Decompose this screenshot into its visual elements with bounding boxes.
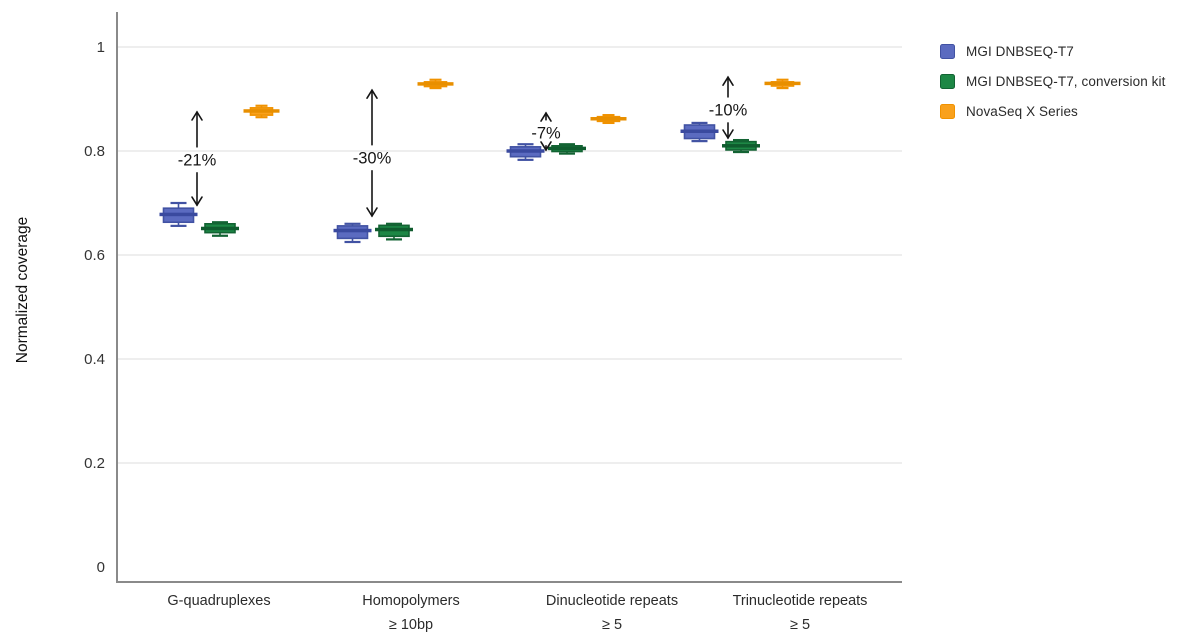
boxplot-box (548, 143, 586, 155)
arrowhead-up (366, 88, 378, 99)
legend-swatch-icon (940, 44, 955, 59)
arrowhead-down (366, 207, 378, 218)
legend-label: MGI DNBSEQ-T7, conversion kit (966, 74, 1166, 89)
boxplot-box (722, 138, 760, 154)
legend-swatch-icon (940, 74, 955, 89)
legend-label: MGI DNBSEQ-T7 (966, 44, 1074, 59)
boxplot-box (375, 222, 413, 241)
median-line (243, 109, 280, 113)
median-line (375, 227, 413, 232)
annotation-arrow (191, 110, 203, 207)
median-line (506, 149, 545, 153)
arrowhead-up (722, 75, 734, 86)
y-tick-label: 1 (97, 39, 105, 56)
boxplot-box (243, 104, 280, 119)
annotation-arrow (366, 88, 378, 218)
legend-item: MGI DNBSEQ-T7 (940, 44, 1165, 59)
legend: MGI DNBSEQ-T7 MGI DNBSEQ-T7, conversion k… (940, 44, 1165, 134)
arrowhead-up (540, 111, 552, 122)
y-axis-title: Normalized coverage (14, 217, 31, 363)
boxplot-box (764, 78, 801, 90)
boxplot-box (333, 222, 372, 244)
legend-item: NovaSeq X Series (940, 104, 1165, 119)
x-category-label: Dinucleotide repeats (546, 593, 678, 609)
arrowhead-down (722, 129, 734, 140)
boxplot-box (590, 114, 627, 125)
median-line (201, 226, 239, 231)
boxplot-box (680, 121, 719, 143)
legend-item: MGI DNBSEQ-T7, conversion kit (940, 74, 1165, 89)
legend-label: NovaSeq X Series (966, 104, 1078, 119)
annotation-arrow (540, 111, 552, 152)
boxplot-chart: 0 0.2 0.4 0.6 0.8 1 Normalized coverage -21% -30… (14, 12, 902, 633)
annotation-label: -21% (178, 151, 217, 169)
x-category-label: ≥ 5 (790, 617, 810, 633)
x-category-label: Trinucleotide repeats (733, 593, 868, 609)
boxplot-box (159, 201, 198, 227)
x-category-label: ≥ 5 (602, 617, 622, 633)
boxplot-box (417, 78, 454, 90)
y-tick-label: 0 (97, 559, 105, 576)
boxplot-box (201, 221, 239, 237)
x-category-label: Homopolymers (362, 593, 460, 609)
median-line (417, 82, 454, 86)
median-line (548, 146, 586, 151)
y-tick-label: 0.8 (84, 143, 105, 160)
y-tick-label: 0.2 (84, 455, 105, 472)
x-category-label: ≥ 10bp (389, 617, 433, 633)
annotation-label: -10% (709, 101, 748, 119)
median-line (722, 144, 760, 148)
arrowhead-down (191, 196, 203, 207)
annotation-label: -7% (531, 124, 561, 142)
arrowhead-up (191, 110, 203, 121)
median-line (159, 212, 198, 217)
median-line (590, 117, 627, 121)
legend-swatch-icon (940, 104, 955, 119)
median-line (764, 81, 801, 86)
annotation-label: -30% (353, 149, 392, 167)
boxplot-box (506, 143, 545, 161)
y-tick-label: 0.6 (84, 247, 105, 264)
median-line (680, 129, 719, 133)
arrowhead-down (540, 141, 552, 152)
median-line (333, 228, 372, 233)
x-category-label: G-quadruplexes (167, 593, 270, 609)
y-tick-label: 0.4 (84, 351, 105, 368)
annotation-arrow (722, 75, 734, 140)
